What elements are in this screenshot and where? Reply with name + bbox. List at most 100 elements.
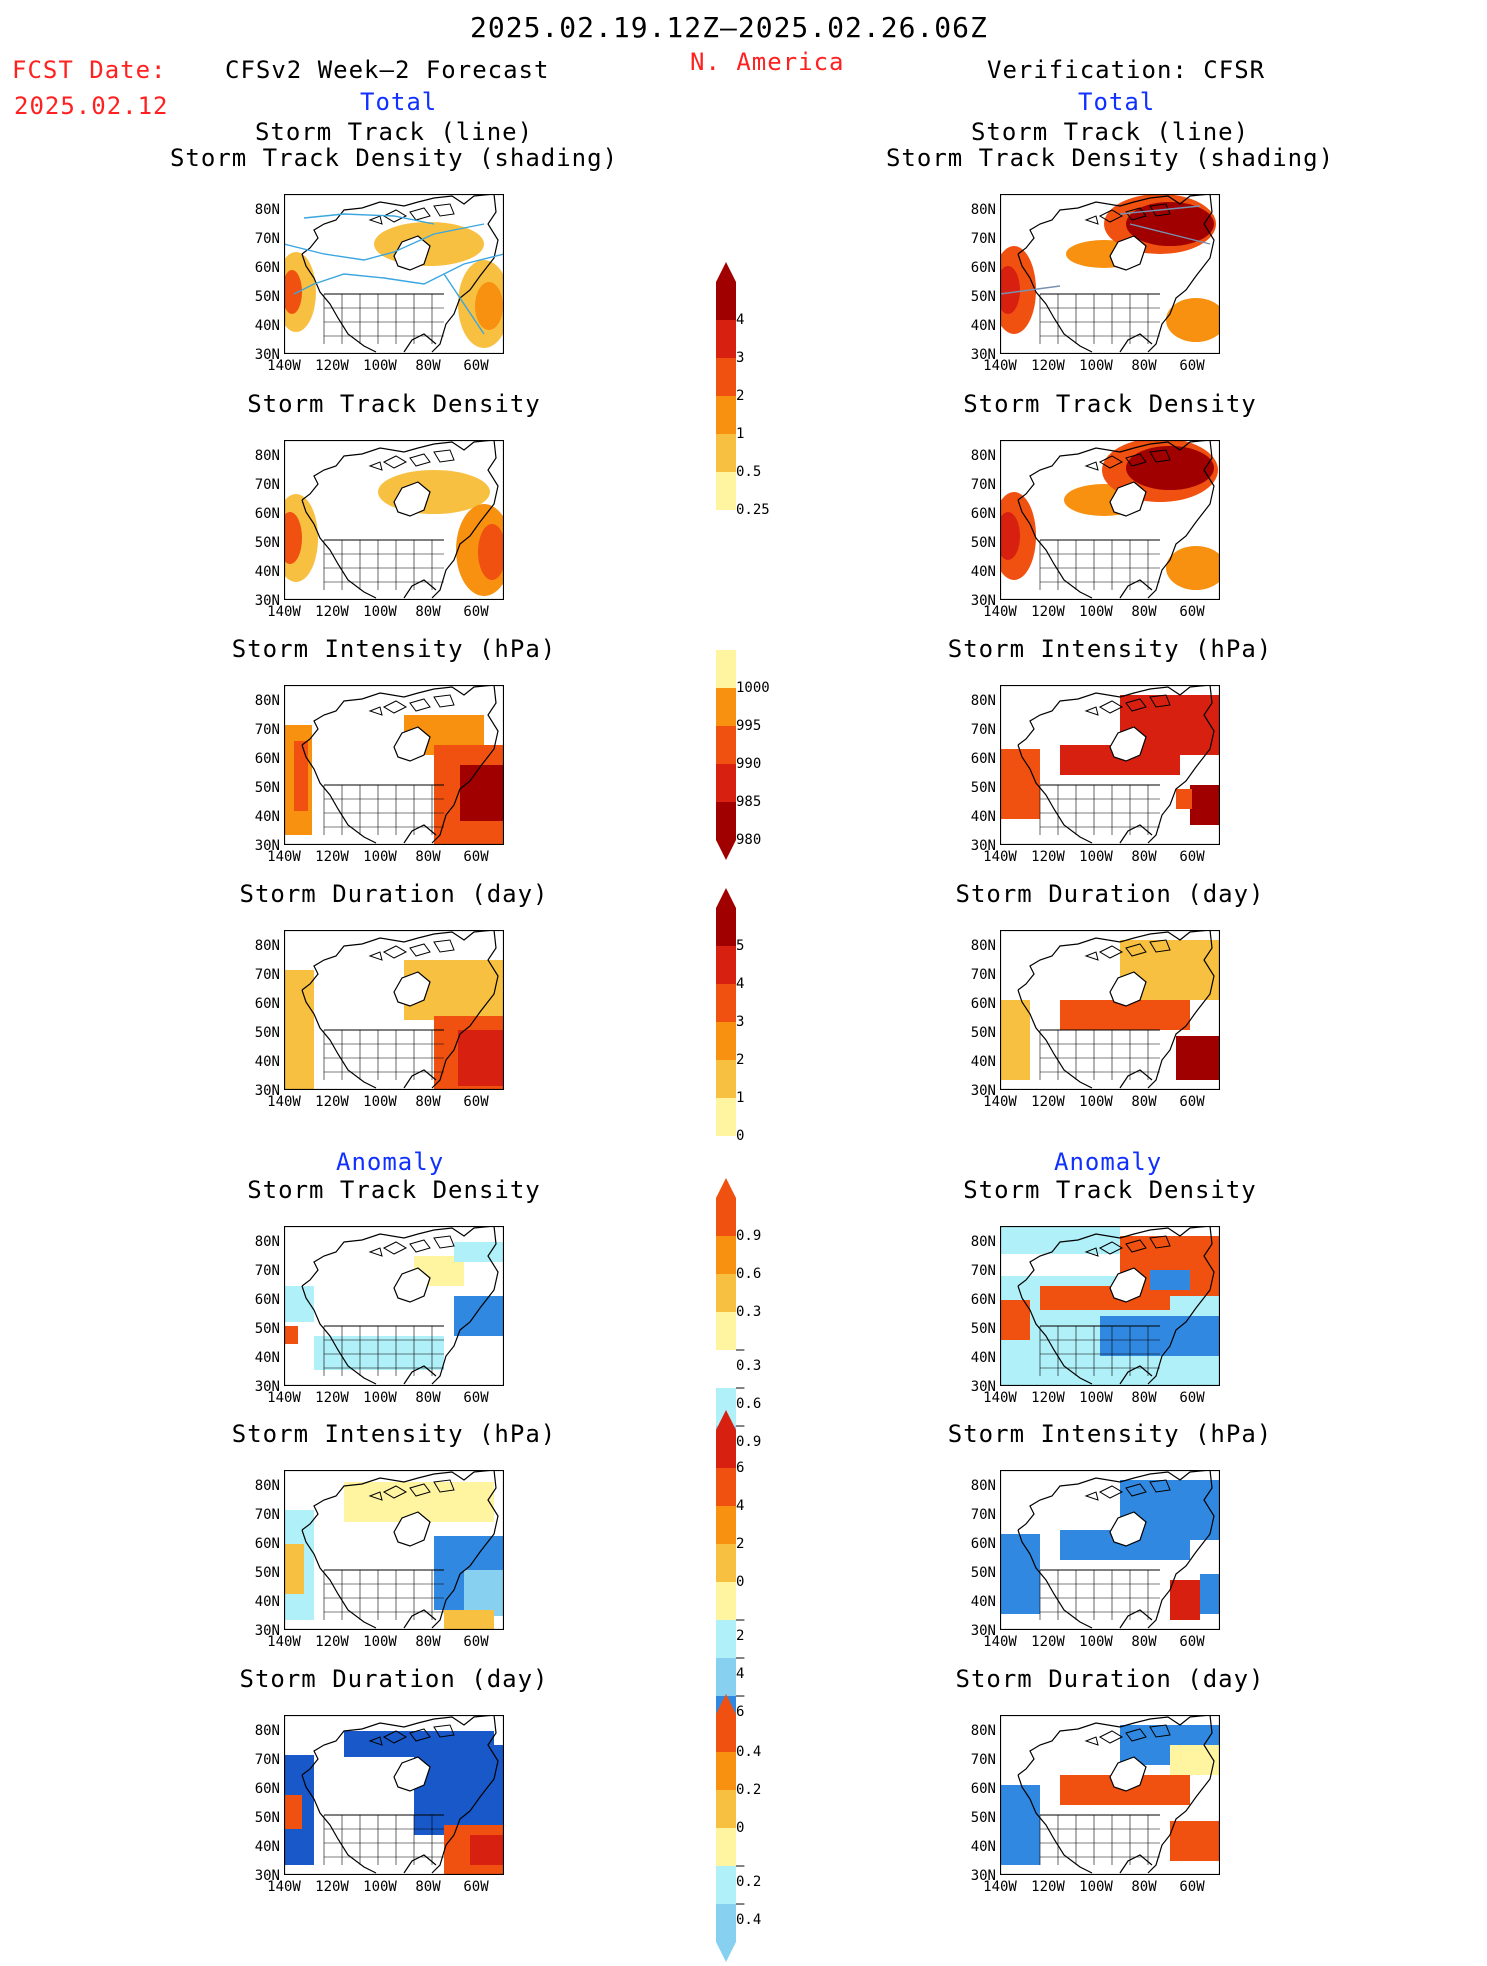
lon-tick-label: 120W (1031, 1634, 1065, 1650)
lon-tick-label: 120W (1031, 1879, 1065, 1895)
colorbar-anom_duration: 0.4 0.2 0 –0.2 –0.4 (716, 1694, 761, 1966)
lat-tick-label: 80N (970, 202, 996, 218)
panel-title: Storm Duration (day) (239, 1665, 549, 1693)
lon-tick-label: 140W (267, 1879, 301, 1895)
lat-tick-label: 60N (254, 751, 280, 767)
verification-total-label: Total (1078, 88, 1156, 116)
verif-density-map (1000, 440, 1220, 600)
lon-tick-label: 140W (267, 849, 301, 865)
colorbar-swatch (716, 1022, 736, 1060)
colorbar-tick-label: 1000 (736, 680, 770, 696)
colorbar-tick-label: –0.2 (736, 1858, 762, 1890)
colorbar-arrow-top (716, 888, 736, 908)
lat-tick-label: 70N (254, 1507, 280, 1523)
lon-tick-label: 140W (983, 1879, 1017, 1895)
lat-tick-label: 70N (970, 1752, 996, 1768)
lat-tick-label: 70N (254, 477, 280, 493)
lon-tick-label: 100W (363, 604, 397, 620)
lat-tick-label: 60N (970, 1292, 996, 1308)
lat-tick-label: 40N (254, 1054, 280, 1070)
fcst-a_density-map (284, 1226, 504, 1386)
lat-tick-label: 60N (254, 506, 280, 522)
lat-tick-label: 60N (970, 1536, 996, 1552)
lat-tick-label: 70N (254, 967, 280, 983)
lon-tick-label: 100W (363, 1390, 397, 1406)
colorbar-tick-label: –0.4 (736, 1896, 762, 1928)
lon-tick-label: 80W (415, 1879, 441, 1895)
colorbar-tick-label: –0.9 (736, 1418, 762, 1450)
lon-tick-label: 140W (983, 358, 1017, 374)
storm-track-line (1129, 223, 1211, 245)
lon-tick-label: 140W (983, 1094, 1017, 1110)
lat-tick-label: 30N (254, 1868, 280, 1884)
lat-tick-label: 60N (970, 1781, 996, 1797)
lon-tick-label: 120W (315, 358, 349, 374)
lat-tick-label: 50N (970, 1025, 996, 1041)
colorbar-tick-label: 4 (736, 976, 745, 992)
lon-tick-label: 100W (363, 358, 397, 374)
lat-tick-label: 80N (254, 448, 280, 464)
colorbar-tick-label: 2 (736, 388, 745, 404)
lat-tick-label: 40N (254, 318, 280, 334)
colorbar-swatch (716, 688, 736, 726)
lat-tick-label: 40N (970, 1839, 996, 1855)
lat-tick-label: 80N (254, 1234, 280, 1250)
lon-tick-label: 100W (1079, 1094, 1113, 1110)
panel-title: Storm Track Density (963, 390, 1257, 418)
lon-tick-label: 80W (415, 358, 441, 374)
panel-title: Storm Intensity (hPa) (231, 635, 557, 663)
storm-track-line (1000, 285, 1061, 295)
lon-tick-label: 60W (1179, 1634, 1205, 1650)
colorbar-swatch (716, 1752, 736, 1790)
colorbar-tick-label: –0.3 (736, 1342, 762, 1374)
lon-tick-label: 120W (1031, 1094, 1065, 1110)
lon-tick-label: 100W (1079, 1879, 1113, 1895)
colorbar-swatch (716, 1828, 736, 1866)
lat-tick-label: 80N (254, 1723, 280, 1739)
colorbar-swatch (716, 1468, 736, 1506)
lon-tick-label: 80W (415, 849, 441, 865)
colorbar-swatch (716, 1312, 736, 1350)
lat-tick-label: 60N (254, 996, 280, 1012)
colorbar-swatch (716, 1274, 736, 1312)
colorbar-swatch (716, 908, 736, 946)
colorbar-tick-label: 3 (736, 350, 745, 366)
lat-tick-label: 30N (970, 1379, 996, 1395)
panel-title: Storm Duration (day) (955, 880, 1265, 908)
lon-tick-label: 80W (1131, 1390, 1157, 1406)
lon-tick-label: 140W (983, 1634, 1017, 1650)
fcst-a_intensity-map (284, 1470, 504, 1630)
colorbar-tick-label: 0 (736, 1820, 745, 1836)
colorbar-swatch (716, 1714, 736, 1752)
colorbar-tick-label: 980 (736, 832, 762, 848)
lat-tick-label: 40N (970, 809, 996, 825)
lon-tick-label: 140W (983, 604, 1017, 620)
colorbar-tick-label: –0.6 (736, 1380, 762, 1412)
lat-tick-label: 50N (970, 780, 996, 796)
colorbar-tick-label: 995 (736, 718, 762, 734)
colorbar-swatch (716, 1506, 736, 1544)
lon-tick-label: 80W (415, 1094, 441, 1110)
lat-tick-label: 40N (970, 1350, 996, 1366)
lon-tick-label: 80W (415, 604, 441, 620)
fcst-duration-map (284, 930, 504, 1090)
lat-tick-label: 30N (254, 593, 280, 609)
lon-tick-label: 140W (267, 1094, 301, 1110)
region-label: N. America (690, 48, 845, 76)
colorbar-swatch (716, 472, 736, 510)
lat-tick-label: 80N (254, 693, 280, 709)
lon-tick-label: 100W (1079, 604, 1113, 620)
lon-tick-label: 60W (463, 1390, 489, 1406)
storm-track-line (284, 223, 485, 261)
colorbar-swatch (716, 1904, 736, 1942)
lon-tick-label: 80W (1131, 604, 1157, 620)
colorbar-total_density: 4 3 2 1 0.5 0.25 (716, 262, 770, 534)
lon-tick-label: 140W (983, 1390, 1017, 1406)
storm-track-line (1119, 205, 1201, 215)
lat-tick-label: 80N (254, 938, 280, 954)
colorbar-tick-label: 1 (736, 1090, 745, 1106)
colorbar-swatch (716, 1866, 736, 1904)
lat-tick-label: 80N (970, 1478, 996, 1494)
colorbar-arrow-top (716, 1178, 736, 1198)
verification-column-title: Verification: CFSR (987, 56, 1266, 84)
